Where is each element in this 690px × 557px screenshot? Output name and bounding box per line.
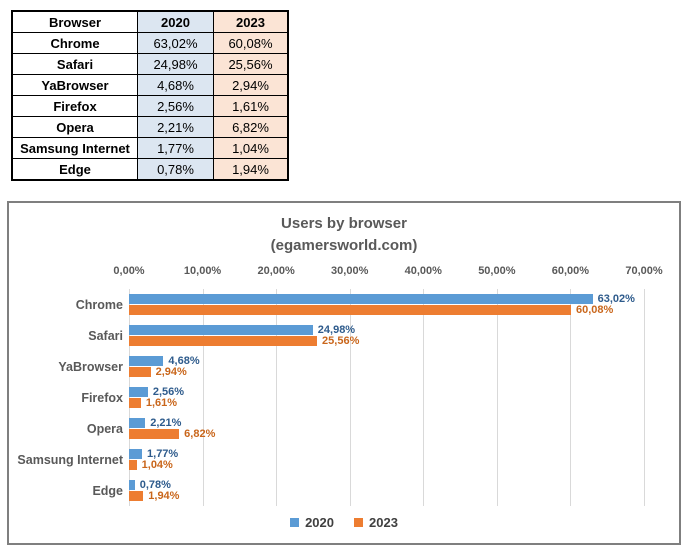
cell-2023-value: 1,94%: [213, 158, 289, 181]
table-header-2020: 2020: [137, 10, 214, 33]
chart-legend: 2020 2023: [9, 515, 679, 530]
cell-2023-value: 2,94%: [213, 74, 289, 96]
gridline: [129, 289, 130, 506]
table-header-2023: 2023: [213, 10, 289, 33]
bar-2020-yabrowser: [129, 356, 164, 366]
gridline: [349, 289, 351, 506]
chart-title-line2: (egamersworld.com): [270, 237, 418, 254]
bar-2020-firefox: [129, 387, 148, 397]
table-row: Opera 2,21% 6,82%: [11, 116, 289, 138]
legend-swatch-2020: [290, 518, 300, 527]
plot-area: 63,02% 60,08% 24,98% 25,56% 4,68% 2,94% 2,56% 1…: [129, 289, 645, 506]
category-label: Chrome: [75, 297, 123, 312]
chart-title: Users by browser (egamersworld.com): [9, 213, 679, 257]
bar-2023-opera: [129, 429, 180, 439]
gridline: [570, 289, 572, 506]
bar-label-2020: 0,78%: [139, 479, 171, 491]
cell-browser-name: Safari: [11, 53, 138, 75]
table-row: YaBrowser 4,68% 2,94%: [11, 74, 289, 96]
legend-label-2020: 2020: [305, 515, 334, 530]
legend-label-2023: 2023: [369, 515, 398, 530]
x-axis-tick: 70,00%: [625, 265, 663, 277]
cell-2020-value: 63,02%: [137, 32, 214, 54]
bar-label-2023: 1,61%: [145, 397, 178, 409]
bar-2020-edge: [129, 480, 135, 490]
chart-title-line1: Users by browser: [281, 215, 407, 232]
bar-label-2020: 24,98%: [317, 324, 356, 336]
bar-2023-yabrowser: [129, 367, 151, 377]
cell-2023-value: 60,08%: [213, 32, 289, 54]
bar-2020-safari: [129, 325, 313, 335]
bar-2023-edge: [129, 491, 144, 501]
cell-2020-value: 2,21%: [137, 116, 214, 138]
x-axis-tick: 40,00%: [404, 265, 442, 277]
bar-2020-chrome: [129, 294, 593, 304]
bar-label-2020: 2,21%: [150, 417, 182, 429]
cell-2020-value: 24,98%: [137, 53, 214, 75]
cell-browser-name: Firefox: [11, 95, 138, 117]
cell-2020-value: 2,56%: [137, 95, 214, 117]
x-axis-tick: 10,00%: [183, 265, 222, 277]
bar-label-2023: 1,04%: [141, 459, 173, 471]
category-label: Safari: [88, 328, 123, 343]
table-row: Firefox 2,56% 1,61%: [11, 95, 289, 117]
bar-label-2023: 2,94%: [155, 366, 187, 378]
table-row: Samsung Internet 1,77% 1,04%: [11, 137, 289, 159]
cell-browser-name: Chrome: [11, 32, 138, 54]
cell-2023-value: 6,82%: [213, 116, 289, 138]
bar-label-2020: 4,68%: [168, 355, 200, 367]
cell-browser-name: Samsung Internet: [11, 137, 138, 159]
category-label: Samsung Internet: [17, 452, 123, 467]
bar-label-2023: 60,08%: [576, 304, 614, 316]
bar-2020-opera: [129, 418, 146, 428]
legend-swatch-2023: [354, 518, 363, 527]
gridline: [202, 289, 204, 506]
gridline: [423, 289, 425, 506]
x-axis-tick: 30,00%: [331, 265, 369, 277]
gridline: [276, 289, 278, 506]
legend-item-2020: 2020: [290, 515, 334, 530]
x-axis-tick: 0,00%: [113, 265, 145, 277]
table-header-browser: Browser: [11, 10, 138, 33]
cell-2020-value: 0,78%: [137, 158, 214, 181]
category-label: Opera: [86, 421, 123, 436]
gridline: [644, 289, 645, 506]
bar-label-2020: 1,77%: [147, 448, 179, 460]
x-axis-tick: 20,00%: [257, 265, 295, 277]
cell-2023-value: 25,56%: [213, 53, 289, 75]
bar-label-2023: 25,56%: [322, 335, 360, 347]
bar-2023-safari: [129, 336, 318, 346]
users-by-browser-chart: Users by browser (egamersworld.com) 0,00…: [7, 201, 681, 545]
x-axis-tick: 60,00%: [551, 265, 590, 277]
table-header-row: Browser 2020 2023: [11, 10, 289, 33]
gridline: [496, 289, 498, 506]
table-row: Chrome 63,02% 60,08%: [11, 32, 289, 54]
cell-2020-value: 1,77%: [137, 137, 214, 159]
legend-item-2023: 2023: [354, 515, 398, 530]
category-label: YaBrowser: [58, 359, 123, 374]
bar-label-2023: 6,82%: [184, 428, 216, 440]
bar-2023-chrome: [129, 305, 572, 315]
bar-label-2023: 1,94%: [148, 490, 180, 502]
category-axis: Chrome Safari YaBrowser Firefox Opera Samsung…: [11, 289, 123, 506]
bar-2020-samsung-internet: [129, 449, 143, 459]
table-row: Safari 24,98% 25,56%: [11, 53, 289, 75]
cell-2020-value: 4,68%: [137, 74, 214, 96]
bar-label-2020: 2,56%: [152, 386, 185, 398]
table-row: Edge 0,78% 1,94%: [11, 158, 289, 181]
cell-browser-name: YaBrowser: [11, 74, 138, 96]
cell-browser-name: Opera: [11, 116, 138, 138]
browser-usage-table: Browser 2020 2023 Chrome 63,02% 60,08% Safa…: [11, 10, 289, 181]
bar-2023-firefox: [129, 398, 141, 408]
bar-2023-samsung-internet: [129, 460, 137, 470]
x-axis-tick: 50,00%: [478, 265, 516, 277]
category-label: Firefox: [81, 390, 123, 405]
category-label: Edge: [92, 483, 123, 498]
cell-2023-value: 1,04%: [213, 137, 289, 159]
cell-2023-value: 1,61%: [213, 95, 289, 117]
bar-label-2020: 63,02%: [597, 293, 635, 305]
cell-browser-name: Edge: [11, 158, 138, 181]
